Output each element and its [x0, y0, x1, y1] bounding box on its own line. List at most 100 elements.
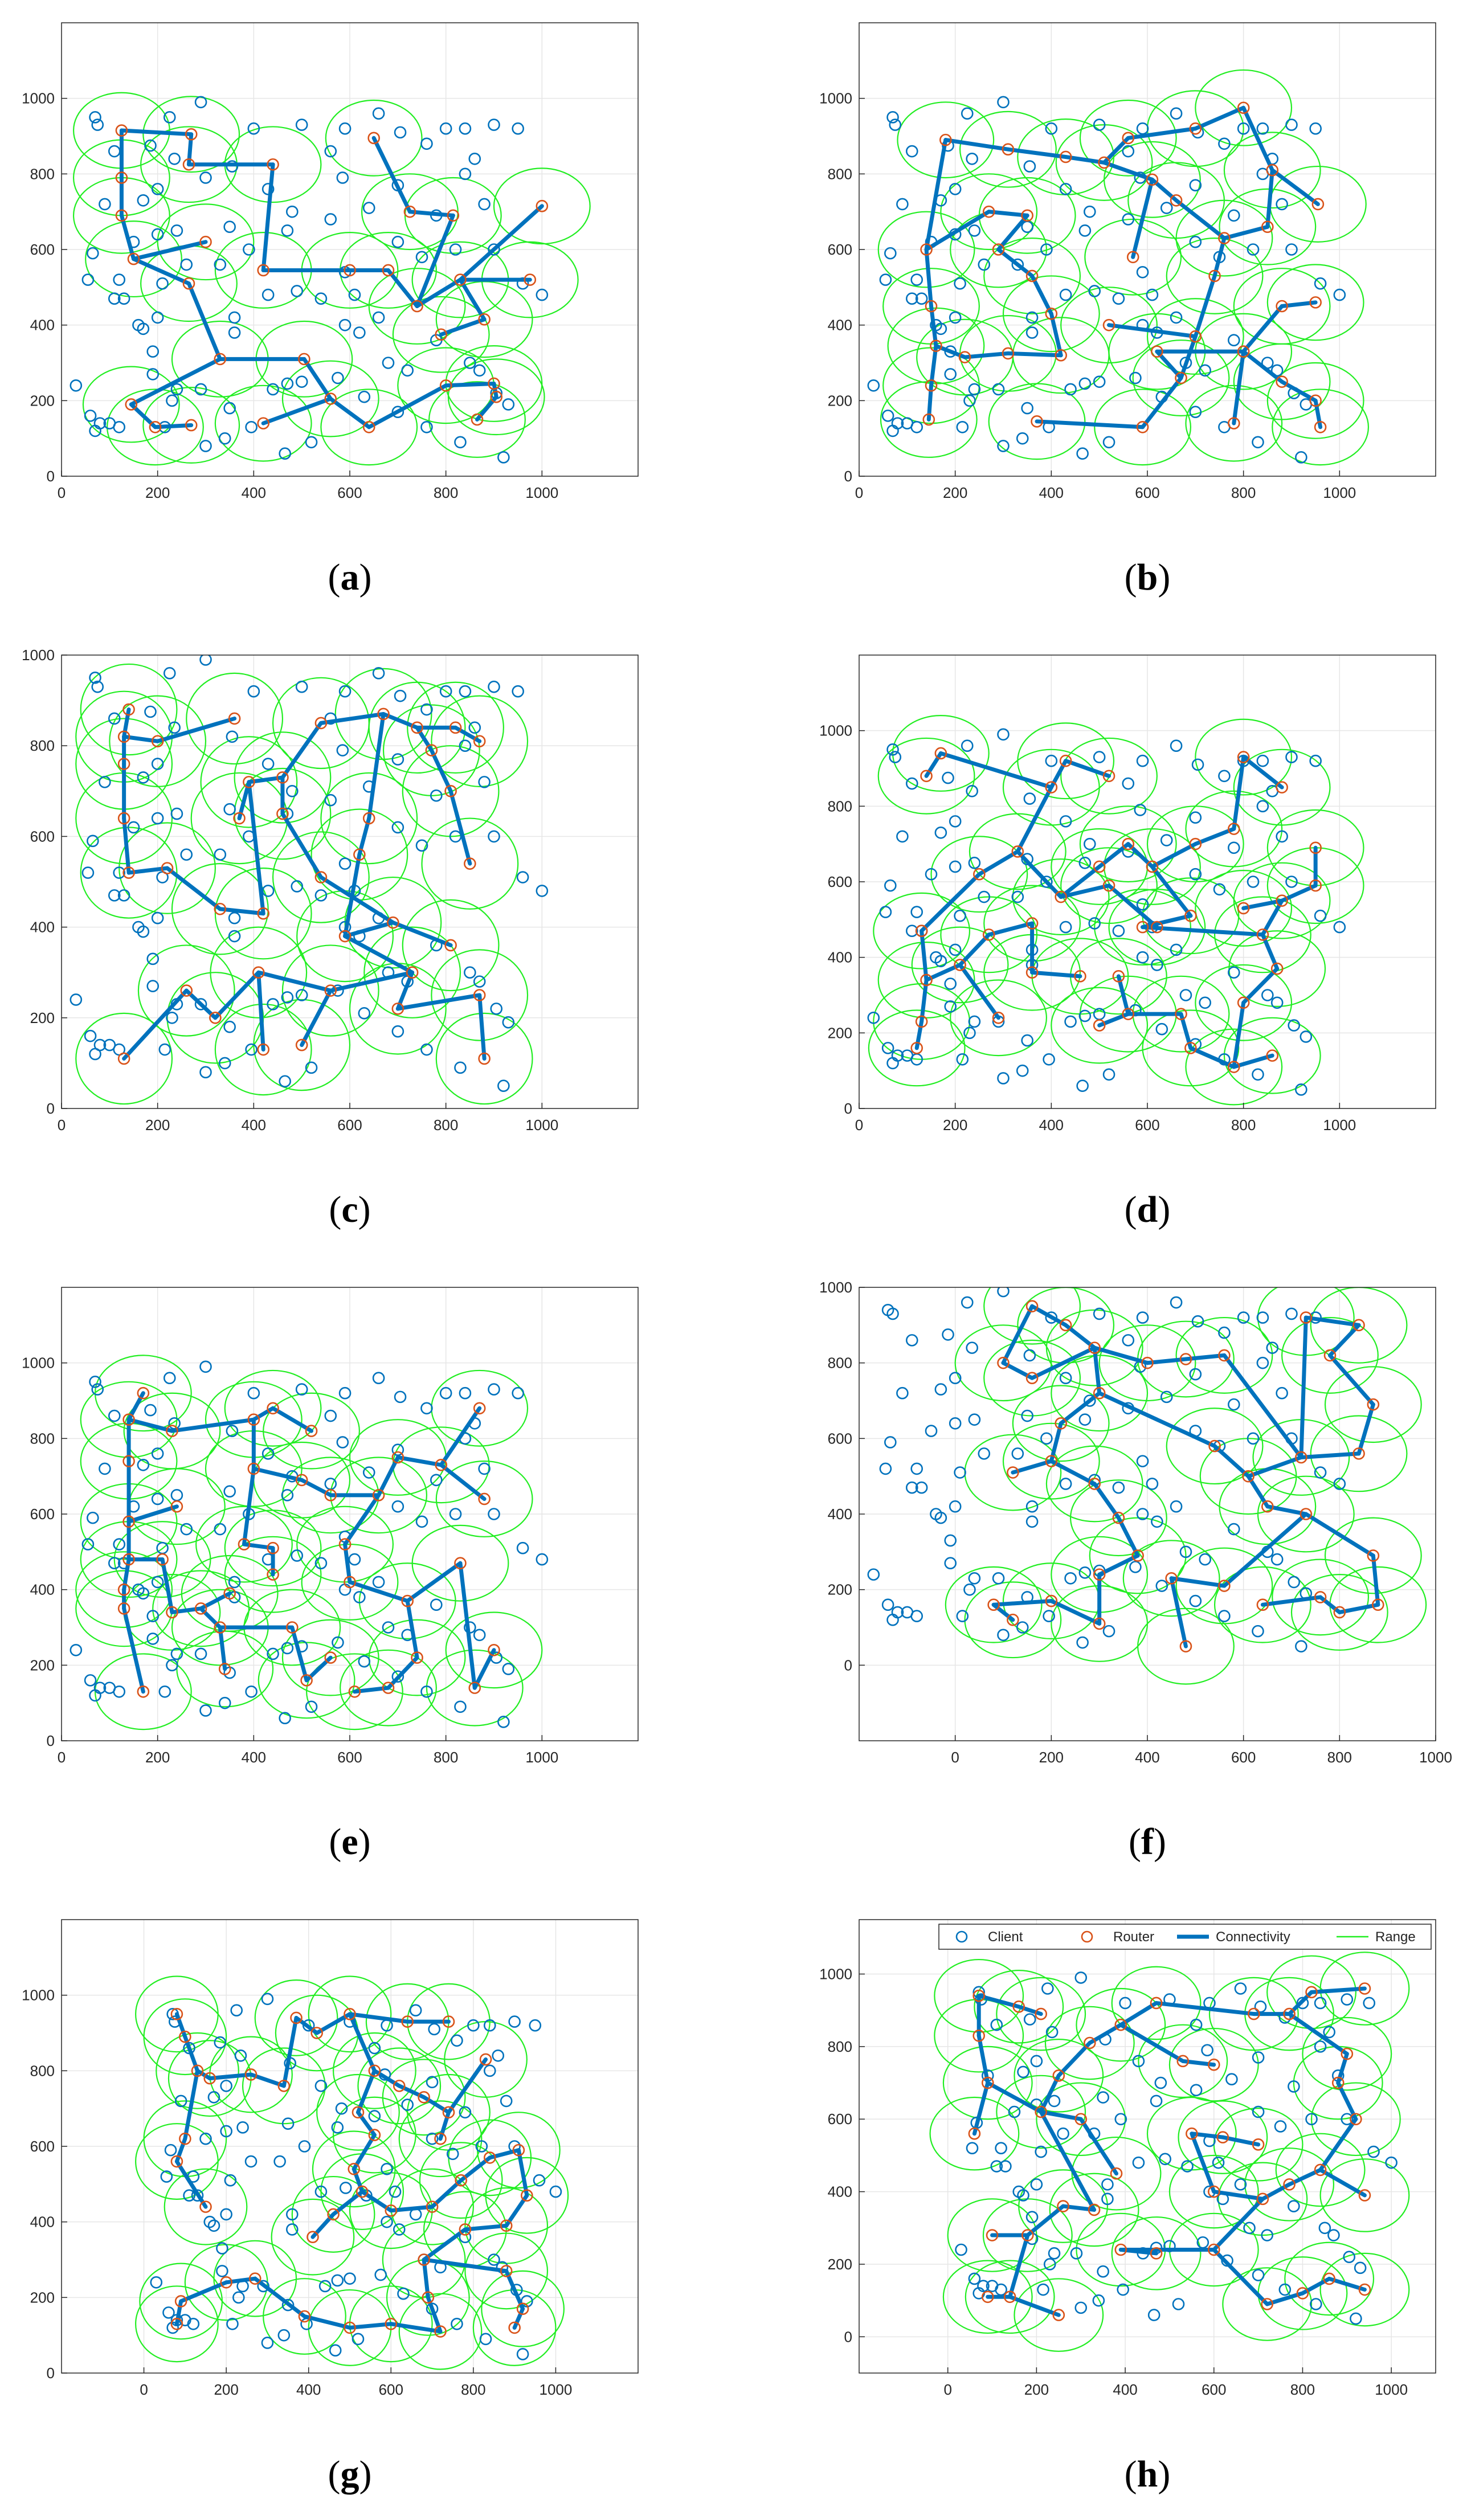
router-node: [1276, 894, 1288, 907]
router-node: [1207, 2185, 1220, 2198]
router-node: [191, 2064, 204, 2077]
router-node: [1045, 307, 1058, 320]
range-circle: [1098, 1324, 1196, 1402]
client-node: [279, 447, 291, 460]
connectivity-link: [355, 2068, 377, 2114]
range-circle: [281, 1619, 379, 1696]
client-node: [1170, 1296, 1183, 1309]
client-node: [81, 273, 95, 286]
range-circle: [1014, 2278, 1104, 2352]
client-node: [220, 2208, 232, 2221]
client-node: [954, 277, 966, 290]
client-node: [1160, 1390, 1173, 1404]
client-node: [459, 685, 472, 698]
connectivity-link: [477, 993, 487, 1061]
connectivity-link: [1241, 898, 1284, 910]
client-node: [1112, 1481, 1125, 1494]
router-node: [247, 1462, 260, 1475]
client-node: [151, 311, 164, 324]
connectivity-link: [1097, 1391, 1217, 1449]
client-node: [1084, 837, 1096, 850]
router-node: [1179, 1640, 1192, 1652]
client-node: [108, 889, 121, 902]
router-node: [1296, 2287, 1309, 2300]
client-node: [117, 889, 130, 902]
client-node: [401, 364, 414, 377]
router-node: [244, 2068, 258, 2081]
client-node: [170, 807, 183, 820]
x-tick-label: 400: [1113, 2381, 1137, 2398]
connectivity-link: [126, 1504, 179, 1524]
client-node: [1314, 2040, 1327, 2053]
router-node: [1256, 928, 1269, 941]
client-node: [1045, 2026, 1059, 2039]
x-tick-label: 800: [434, 484, 458, 501]
range-circle: [877, 211, 975, 288]
client-node: [1288, 1019, 1301, 1032]
panel-label-letter: d: [1137, 1189, 1158, 1230]
client-node: [302, 2019, 315, 2032]
client-node: [434, 2261, 447, 2274]
connectivity-link: [1107, 883, 1159, 930]
client-node: [99, 776, 111, 788]
client-node: [1189, 1425, 1202, 1437]
connectivity-link: [1260, 898, 1284, 937]
client-node: [158, 1043, 171, 1056]
router-node: [243, 776, 255, 788]
client-node: [536, 288, 549, 301]
client-node: [944, 368, 957, 381]
connectivity-link: [271, 1406, 314, 1433]
range-circle: [1275, 2133, 1366, 2207]
connectivity-link: [405, 1561, 463, 1603]
range-circle: [325, 99, 423, 177]
range-circle: [1076, 1987, 1166, 2062]
client-node: [956, 1053, 969, 1066]
panel-label-letter: e: [341, 1821, 358, 1863]
client-node: [997, 96, 1010, 109]
range-circle: [1213, 1566, 1311, 1643]
range-circle: [390, 2168, 474, 2245]
router-node: [368, 2129, 381, 2141]
client-node: [360, 2189, 373, 2202]
client-node: [329, 2344, 342, 2357]
client-node: [273, 2155, 286, 2168]
range-circle: [445, 1611, 543, 1689]
client-node: [944, 1534, 957, 1547]
router-node: [218, 1663, 231, 1675]
range-circle: [214, 868, 312, 960]
client-node: [218, 1057, 231, 1070]
range-circle: [1051, 1355, 1149, 1432]
panel-label-close: ): [359, 2453, 372, 2495]
router-node: [1059, 150, 1072, 163]
client-node: [394, 1390, 407, 1404]
range-circle: [308, 2289, 392, 2366]
connectivity-link: [1260, 1595, 1323, 1607]
client-node: [103, 417, 116, 429]
router-node: [117, 730, 130, 743]
client-node: [1136, 122, 1149, 135]
x-tick-label: 800: [1327, 1749, 1352, 1766]
router-node: [435, 1458, 448, 1471]
router-node: [1323, 1349, 1337, 1362]
connectivity-link: [1097, 1553, 1140, 1577]
router-node: [372, 1489, 385, 1502]
client-node: [336, 744, 349, 756]
client-nodes: [867, 1287, 1346, 1652]
router-node: [425, 744, 438, 756]
connectivity-link: [156, 716, 237, 743]
connectivity-link: [280, 721, 323, 780]
client-node: [1059, 815, 1072, 828]
client-node: [1221, 2254, 1233, 2267]
client-node: [214, 258, 227, 271]
client-node: [207, 2219, 220, 2232]
range-circle: [1257, 1475, 1355, 1553]
range-circle: [950, 979, 1047, 1057]
client-node: [243, 243, 255, 256]
client-node: [934, 826, 947, 839]
client-node: [344, 2015, 356, 2028]
router-node: [468, 1682, 481, 1694]
plot-content: [135, 1975, 569, 2370]
router-node: [1031, 415, 1043, 428]
router-node: [117, 812, 130, 825]
